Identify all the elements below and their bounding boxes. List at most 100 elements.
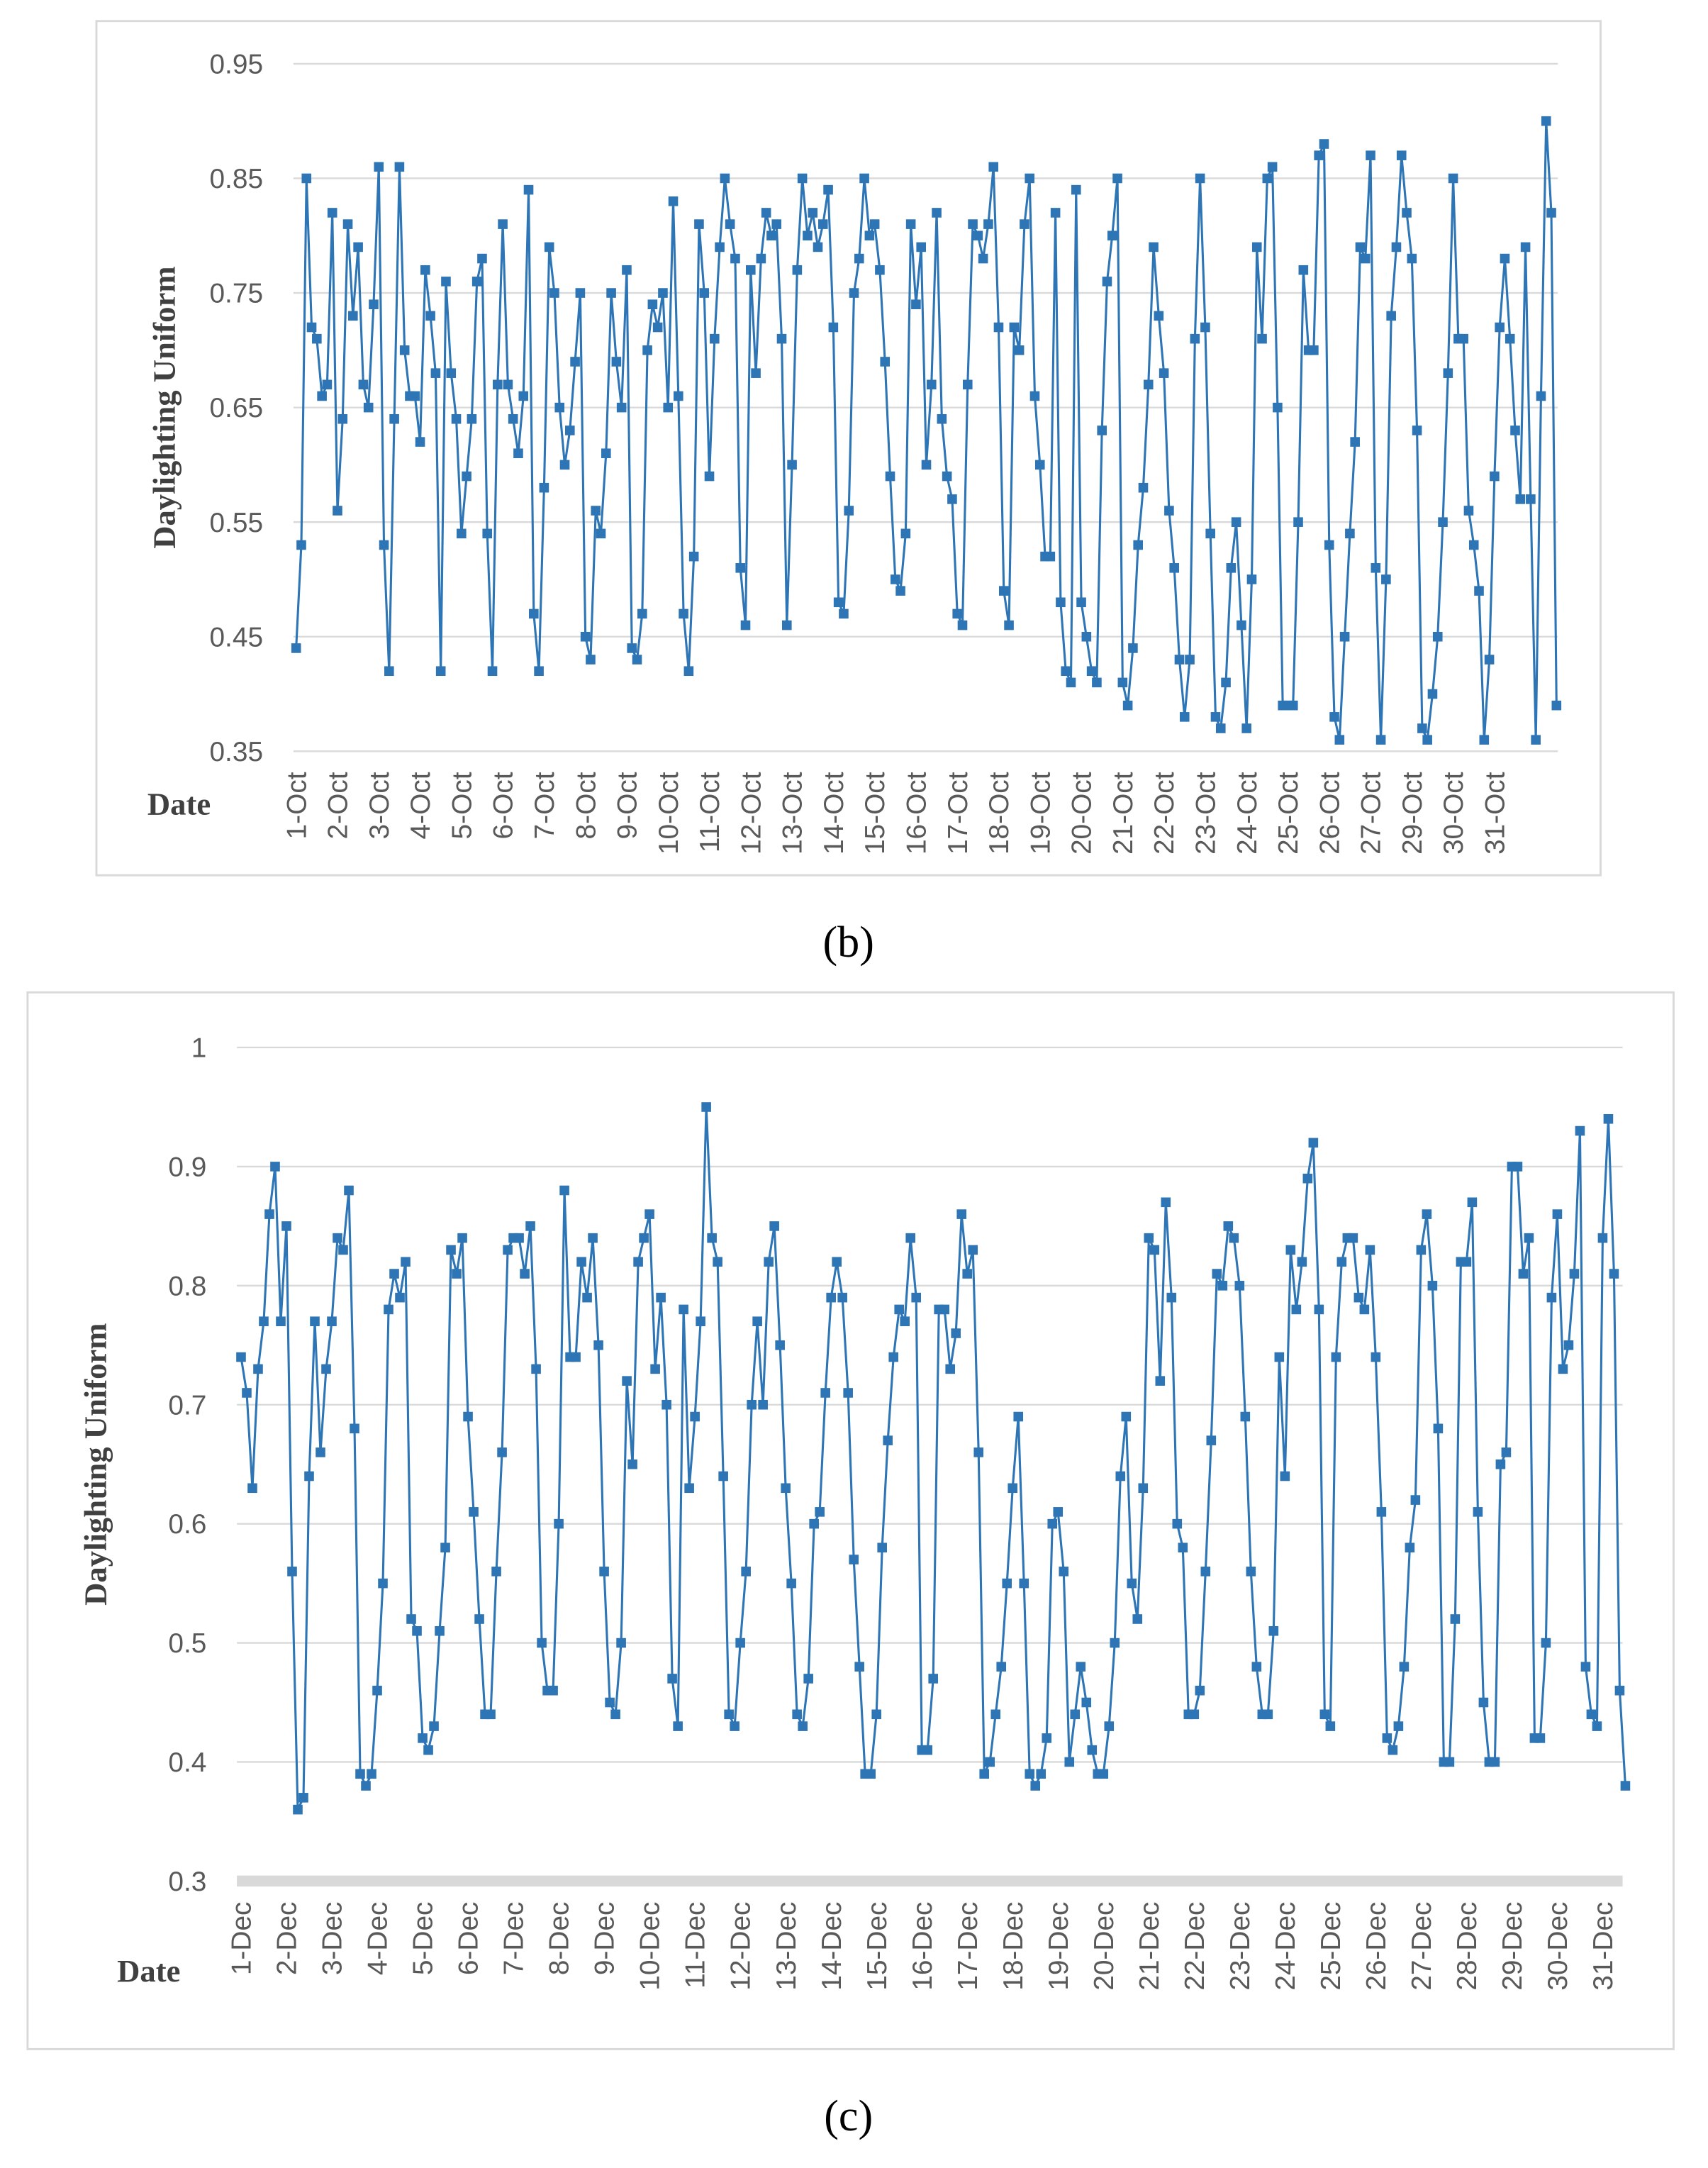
x-tick-label: 10-Oct [654,772,684,855]
data-point [1427,1281,1438,1291]
data-point [928,1674,939,1684]
data-point [1308,1138,1319,1148]
data-point [985,1757,995,1767]
data-point [389,1269,399,1279]
data-point [725,219,735,229]
x-axis-label: Date [147,786,211,822]
data-point [1569,1269,1580,1279]
data-point [491,1567,501,1577]
data-point [1518,1269,1529,1279]
data-point [1334,735,1345,745]
data-point [900,528,911,539]
data-point [1081,1697,1092,1708]
data-point [674,391,683,401]
x-tick-label: 6-Oct [489,772,519,839]
data-point [503,379,513,390]
data-point [699,288,710,298]
data-point [451,413,462,424]
data-point [1234,1281,1245,1291]
data-point [270,1162,280,1172]
data-point [1212,1269,1222,1279]
data-point [1087,1745,1098,1755]
data-point [1329,712,1339,722]
data-point [871,1709,881,1720]
data-point [1050,208,1061,218]
data-point [333,1233,342,1243]
data-point [1042,1733,1052,1743]
data-point [616,1638,626,1648]
data-point [1210,712,1221,722]
data-point [1240,1411,1251,1422]
x-tick-label: 16-Dec [908,1902,938,1991]
y-tick-label: 0.65 [209,393,263,423]
data-point [1004,620,1014,630]
x-tick-label: 21-Dec [1134,1902,1165,1991]
data-point [1391,242,1402,252]
data-point [384,1304,393,1315]
y-tick-label: 0.5 [168,1628,206,1659]
data-point [1444,1757,1455,1767]
data-point [1164,506,1174,516]
data-point [350,1423,359,1434]
data-point [1325,1721,1336,1731]
data-point [1025,173,1034,184]
data-point [493,379,503,390]
data-point [843,1388,853,1398]
data-point [1580,1662,1591,1672]
data-point [1178,1542,1188,1553]
data-point [622,1376,632,1386]
data-point [457,528,467,539]
data-point [281,1221,291,1231]
data-point [441,277,451,287]
data-point [537,1638,547,1648]
y-tick-label: 1 [191,1033,207,1064]
data-point [580,631,591,642]
data-point [1324,540,1334,550]
data-point [1034,460,1045,470]
data-point [735,563,746,573]
data-point [1371,1352,1381,1362]
data-point [1172,1518,1183,1529]
data-point [1268,1625,1279,1636]
data-point [1025,1769,1035,1779]
data-point [817,219,828,229]
data-point [1438,517,1448,527]
data-point [752,1316,762,1327]
data-point [1200,1567,1211,1577]
x-tick-label: 25-Oct [1273,772,1304,855]
data-point [644,1209,654,1219]
data-point [905,219,916,229]
data-point [586,655,596,665]
data-point [952,608,963,619]
data-point [1138,1483,1149,1494]
data-point [544,242,554,252]
data-point [1226,563,1237,573]
data-point [627,1459,637,1469]
x-tick-label: 30-Dec [1543,1902,1573,1991]
data-point [740,620,751,630]
data-point [1009,322,1020,333]
y-tick-label: 0.3 [168,1867,206,1897]
data-point [1512,1162,1523,1172]
data-point [435,666,446,677]
data-point [384,666,394,677]
data-point [1309,345,1319,355]
x-tick-label: 29-Oct [1397,772,1428,855]
data-point [1382,1733,1392,1743]
data-point [606,288,616,298]
data-point [650,1364,660,1374]
data-point [1479,735,1490,745]
y-tick-label: 0.6 [168,1509,206,1540]
data-point [1371,563,1381,573]
data-point [713,1257,722,1267]
x-tick-label: 23-Dec [1225,1902,1256,1991]
data-point [1614,1685,1625,1696]
data-point [766,230,776,241]
data-point [1086,666,1097,677]
data-point [514,1233,524,1243]
data-point [525,1221,535,1231]
data-point [813,242,823,252]
data-point [885,471,895,482]
data-point [1366,150,1375,160]
